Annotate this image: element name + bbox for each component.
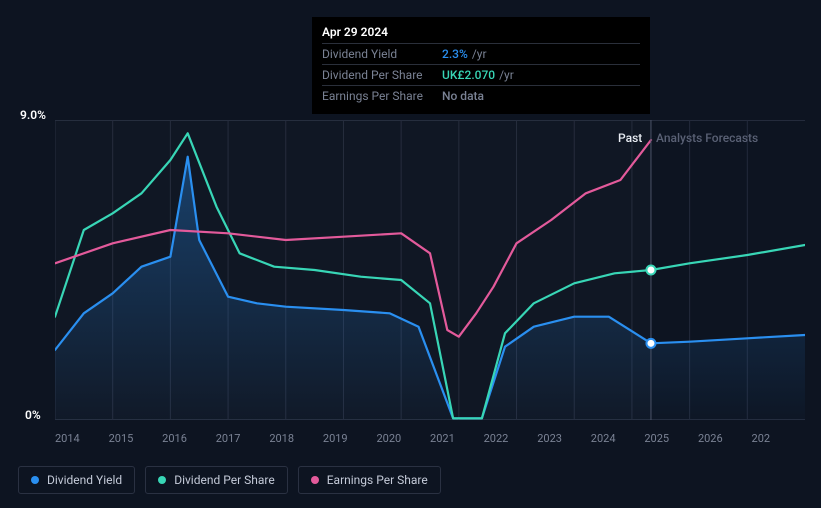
x-tick-label: 202	[752, 432, 806, 445]
x-tick-label: 2025	[644, 432, 698, 445]
x-tick-label: 2020	[376, 432, 430, 445]
x-tick-label: 2014	[55, 432, 109, 445]
tooltip-metric-value: 2.3%	[442, 47, 468, 61]
tooltip-metric-label: Earnings Per Share	[322, 89, 442, 103]
legend-dot-icon	[311, 476, 319, 484]
x-tick-label: 2024	[591, 432, 645, 445]
x-tick-label: 2023	[537, 432, 591, 445]
legend-item[interactable]: Earnings Per Share	[298, 466, 441, 494]
legend-item[interactable]: Dividend Yield	[18, 466, 135, 494]
x-tick-label: 2015	[109, 432, 163, 445]
tooltip-row: Dividend Yield2.3% /yr	[322, 43, 640, 64]
tooltip-metric-suffix: /yr	[499, 68, 514, 82]
x-tick-label: 2017	[216, 432, 270, 445]
legend-item[interactable]: Dividend Per Share	[145, 466, 288, 494]
tooltip-metric-suffix: /yr	[472, 47, 487, 61]
forecast-region-label: Analysts Forecasts	[656, 131, 758, 145]
chart-tooltip: Apr 29 2024 Dividend Yield2.3%/yrDividen…	[312, 17, 650, 114]
past-region-label: Past	[618, 131, 642, 145]
tooltip-date: Apr 29 2024	[322, 25, 640, 43]
chart-plot	[55, 120, 805, 420]
tooltip-metric-label: Dividend Yield	[322, 47, 442, 61]
tooltip-row: Dividend Per ShareUK£2.070/yr	[322, 64, 640, 85]
x-tick-label: 2021	[430, 432, 484, 445]
legend: Dividend Yield Dividend Per Share Earnings…	[18, 466, 441, 494]
tooltip-metric-label: Dividend Per Share	[322, 68, 442, 82]
tooltip-metric-value: UK£2.070	[442, 68, 495, 82]
legend-label: Dividend Yield	[47, 473, 122, 487]
y-axis-max-label: 9.0%	[20, 108, 46, 122]
legend-label: Earnings Per Share	[327, 473, 428, 487]
x-axis: 2014201520162017201820192020202120222023…	[55, 432, 805, 445]
legend-dot-icon	[31, 476, 39, 484]
x-tick-label: 2019	[323, 432, 377, 445]
legend-label: Dividend Per Share	[174, 473, 275, 487]
x-tick-label: 2022	[484, 432, 538, 445]
tooltip-metric-value: No data	[442, 89, 484, 103]
x-tick-label: 2016	[162, 432, 216, 445]
x-tick-label: 2026	[698, 432, 752, 445]
x-tick-label: 2018	[269, 432, 323, 445]
chart-container: 9.0% 0% Past Analysts Forecasts 20142015…	[0, 0, 821, 508]
y-axis-min-label: 0%	[25, 408, 41, 422]
tooltip-row: Earnings Per ShareNo data	[322, 85, 640, 106]
legend-dot-icon	[158, 476, 166, 484]
